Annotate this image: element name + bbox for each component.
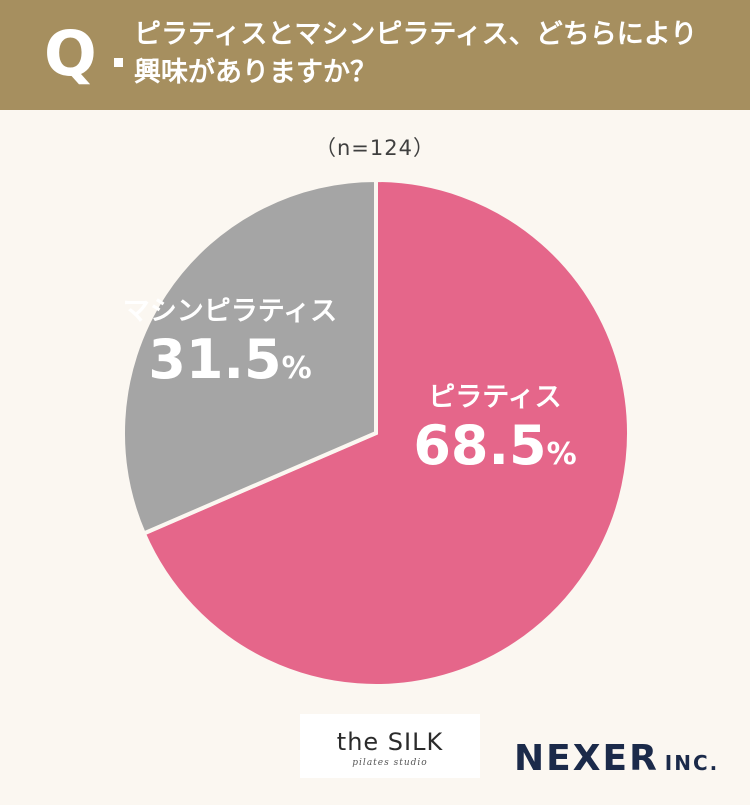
the-silk-logo: the SILK pilates studio bbox=[300, 714, 480, 778]
question-header: Q ピラティスとマシンピラティス、どちらにより 興味がありますか？ bbox=[0, 0, 750, 110]
slice-value-pilates: 68.5 bbox=[413, 414, 547, 477]
sample-size: （n=124） bbox=[315, 136, 435, 160]
nexer-logo-inc: INC. bbox=[664, 751, 720, 775]
slice-unit-machine-pilates: % bbox=[281, 351, 312, 386]
slice-label-pilates: ピラティス 68.5% bbox=[385, 382, 605, 487]
the-silk-logo-text: the SILK bbox=[336, 728, 444, 756]
question-line-2: 興味がありますか？ bbox=[134, 57, 377, 88]
pie-slice-pilates bbox=[141, 177, 631, 688]
slice-name-machine-pilates: マシンピラティス bbox=[122, 296, 338, 327]
q-mark: Q bbox=[44, 17, 97, 90]
the-silk-logo-subtext: pilates studio bbox=[352, 758, 428, 768]
slice-unit-pilates: % bbox=[546, 437, 577, 472]
nexer-logo: NEXER INC. bbox=[514, 738, 719, 779]
question-text: ピラティスとマシンピラティス、どちらにより 興味がありますか？ bbox=[134, 16, 734, 92]
slice-name-pilates: ピラティス bbox=[428, 382, 562, 413]
question-line-1: ピラティスとマシンピラティス、どちらにより bbox=[134, 19, 698, 50]
q-dot bbox=[114, 58, 123, 67]
slice-value-machine-pilates: 31.5 bbox=[148, 328, 282, 391]
nexer-logo-text: NEXER bbox=[514, 738, 659, 779]
slice-label-machine-pilates: マシンピラティス 31.5% bbox=[110, 296, 350, 401]
pie-slice-machine-pilates bbox=[121, 177, 378, 537]
